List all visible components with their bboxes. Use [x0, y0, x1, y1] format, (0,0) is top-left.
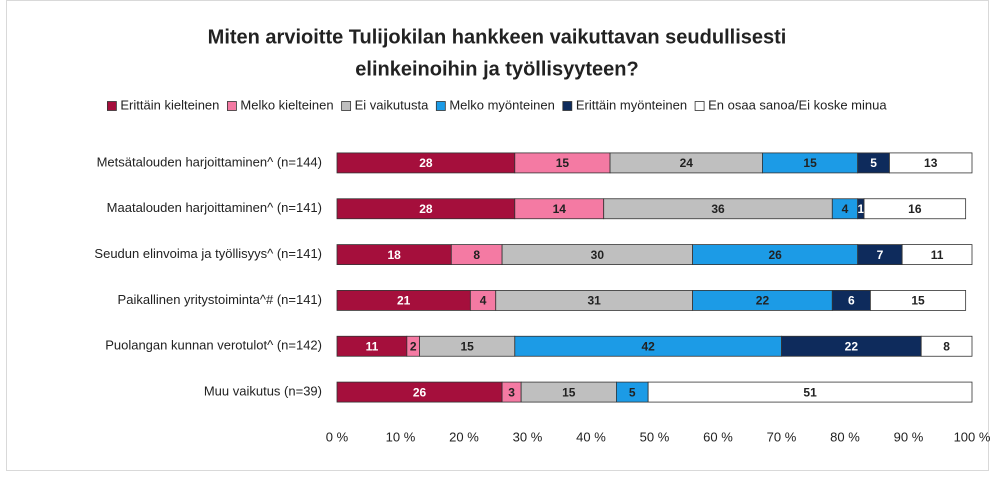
value-label: 15 [460, 339, 474, 353]
y-tick-label: Paikallinen yritystoiminta^# (n=141) [118, 292, 322, 307]
value-label: 11 [931, 248, 944, 262]
value-label: 36 [711, 202, 725, 216]
value-label: 2 [410, 339, 417, 353]
y-tick-label: Metsätalouden harjoittaminen^ (n=144) [97, 154, 322, 169]
y-tick-label: Muu vaikutus (n=39) [204, 384, 322, 399]
x-tick-label: 40 % [576, 429, 606, 444]
value-label: 8 [473, 248, 480, 262]
value-label: 6 [848, 294, 855, 308]
value-label: 18 [387, 248, 401, 262]
value-label: 15 [803, 156, 817, 170]
value-label: 31 [587, 294, 601, 308]
value-label: 4 [480, 294, 487, 308]
y-tick-label: Puolangan kunnan verotulot^ (n=142) [105, 338, 322, 353]
x-tick-label: 0 % [326, 429, 349, 444]
value-label: 5 [870, 156, 877, 170]
value-label: 16 [908, 202, 922, 216]
value-label: 15 [911, 294, 925, 308]
y-tick-label: Seudun elinvoima ja työllisyys^ (n=141) [94, 246, 322, 261]
legend-label: Erittäin kielteinen [120, 97, 219, 112]
legend-swatch [341, 101, 352, 111]
value-label: 8 [943, 339, 950, 353]
x-tick-label: 100 % [954, 429, 991, 444]
value-label: 5 [629, 385, 636, 399]
value-label: 4 [842, 202, 849, 216]
value-label: 22 [845, 339, 859, 353]
value-label: 7 [877, 248, 884, 262]
value-label: 15 [556, 156, 570, 170]
bar-segment [901, 244, 973, 265]
x-tick-label: 90 % [894, 429, 924, 444]
value-label: 30 [591, 248, 605, 262]
value-label: 11 [366, 339, 379, 353]
value-label: 26 [768, 248, 782, 262]
legend-label: En osaa sanoa/Ei koske minua [708, 97, 887, 112]
x-tick-label: 50 % [640, 429, 670, 444]
chart-title: elinkeinoihin ja työllisyyteen? [355, 58, 638, 80]
x-tick-label: 10 % [386, 429, 416, 444]
legend-label: Melko kielteinen [240, 97, 333, 112]
bar-segment [889, 152, 973, 174]
bar-segment [870, 290, 967, 311]
x-tick-label: 80 % [830, 429, 860, 444]
value-label: 51 [803, 385, 817, 399]
y-tick-label: Maatalouden harjoittaminen^ (n=141) [107, 200, 322, 215]
legend-label: Melko myönteinen [449, 97, 555, 112]
bar-segment [863, 198, 967, 220]
value-label: 42 [641, 339, 655, 353]
value-label: 15 [562, 385, 576, 399]
legend-swatch [562, 101, 573, 111]
value-label: 28 [419, 202, 433, 216]
value-label: 21 [397, 294, 411, 308]
value-label: 26 [413, 385, 427, 399]
chart-title: Miten arvioitte Tulijokilan hankkeen vai… [208, 26, 787, 48]
value-label: 13 [924, 156, 938, 170]
value-label: 14 [553, 202, 567, 216]
legend-label: Erittäin myönteinen [576, 97, 687, 112]
value-label: 24 [680, 156, 694, 170]
value-label: 3 [508, 385, 515, 399]
x-tick-label: 20 % [449, 429, 479, 444]
bar-segment [647, 381, 973, 403]
value-label: 28 [419, 156, 433, 170]
legend-swatch [694, 101, 705, 111]
value-label: 22 [756, 294, 770, 308]
bar-segment [920, 335, 973, 357]
legend-label: Ei vaikutusta [355, 97, 429, 112]
legend-swatch [226, 101, 237, 111]
value-label: 1 [858, 202, 865, 216]
legend-swatch [106, 101, 117, 111]
x-tick-label: 30 % [513, 429, 543, 444]
x-tick-label: 70 % [767, 429, 797, 444]
chart-frame [6, 0, 989, 471]
legend-swatch [435, 101, 446, 111]
x-tick-label: 60 % [703, 429, 733, 444]
